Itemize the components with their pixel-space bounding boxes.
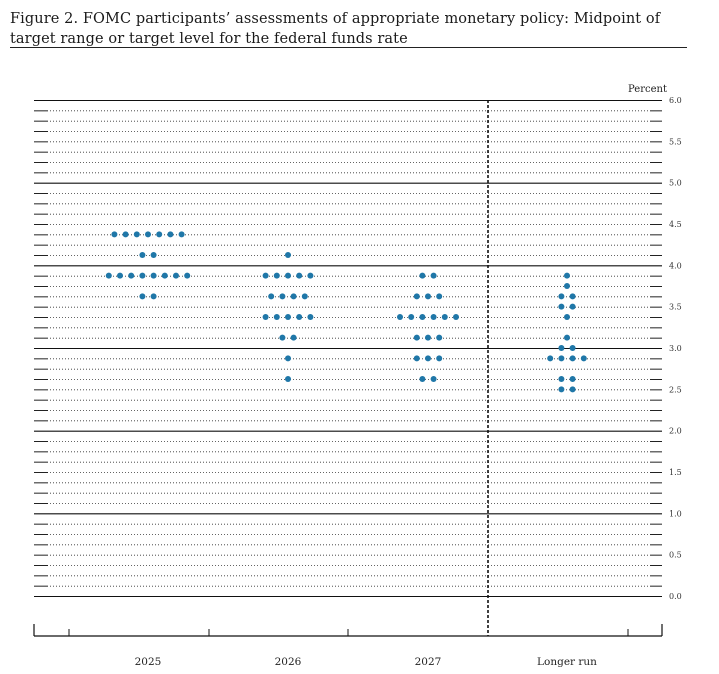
participant-dot: [262, 314, 269, 320]
participant-dot: [558, 376, 565, 382]
participant-dot: [139, 252, 146, 258]
participant-dot: [436, 293, 443, 300]
grid-layer: [34, 99, 662, 598]
y-tick-label: 0.5: [669, 551, 682, 560]
participant-dot: [290, 334, 297, 341]
y-tick-label: 3.5: [669, 303, 682, 312]
participant-dot: [430, 376, 437, 382]
participant-dot: [262, 272, 269, 279]
y-axis-unit-label: Percent: [628, 84, 667, 95]
y-tick-label: 0.0: [669, 592, 682, 601]
participant-dot: [453, 314, 459, 320]
participant-dot: [413, 334, 420, 341]
participant-dot: [425, 293, 431, 300]
participant-dot: [139, 272, 146, 279]
participant-dot: [569, 376, 576, 382]
participant-dot: [285, 272, 291, 279]
x-category-label: 2025: [135, 656, 162, 668]
participant-dot: [273, 314, 280, 320]
y-tick-label: 3.0: [669, 344, 682, 353]
y-tick-label: 4.0: [669, 261, 682, 270]
participant-dot: [268, 293, 275, 300]
participant-dot: [150, 252, 157, 258]
participant-dot: [408, 314, 415, 320]
participant-dot: [150, 293, 157, 300]
participant-dot: [558, 386, 565, 393]
participant-dot: [290, 293, 297, 300]
axis-layer: 0.0 0.5 1.0 1.5 2.0 2.5 3.0 3.5 4.0 4.5 5.0 5.5 6.0 2…: [33, 96, 682, 668]
participant-dot: [564, 272, 570, 279]
y-tick-label: 2.5: [669, 385, 682, 394]
participant-dot: [279, 293, 286, 300]
participant-dot: [558, 355, 565, 362]
participant-dot: [558, 293, 565, 300]
participant-dot: [569, 303, 576, 310]
dot-layer: [105, 231, 587, 393]
participant-dot: [419, 272, 426, 279]
participant-dot: [150, 272, 157, 279]
participant-dot: [145, 231, 151, 238]
participant-dot: [419, 314, 426, 320]
y-tick-label: 5.0: [669, 179, 682, 188]
participant-dot: [436, 334, 443, 341]
participant-dot: [558, 345, 565, 351]
participant-dot: [425, 355, 431, 362]
y-tick-label: 4.5: [669, 220, 682, 229]
participant-dot: [273, 272, 280, 279]
participant-dot: [569, 293, 576, 300]
participant-dot: [139, 293, 146, 300]
participant-dot: [580, 355, 587, 362]
participant-dot: [184, 272, 191, 279]
participant-dot: [569, 345, 576, 351]
caption-divider: [10, 47, 687, 48]
y-tick-label: 6.0: [669, 96, 682, 105]
y-tick-label: 1.5: [669, 468, 682, 477]
participant-dot: [128, 272, 135, 279]
participant-dot: [296, 272, 303, 279]
participant-dot: [441, 314, 448, 320]
participant-dot: [296, 314, 303, 320]
x-category-label: 2026: [275, 656, 302, 668]
participant-dot: [558, 303, 565, 310]
participant-dot: [178, 231, 185, 238]
participant-dot: [105, 272, 112, 279]
participant-dot: [436, 355, 443, 362]
participant-dot: [167, 231, 174, 238]
participant-dot: [569, 355, 576, 362]
participant-dot: [419, 376, 426, 382]
participant-dot: [111, 231, 118, 238]
participant-dot: [285, 314, 291, 320]
participant-dot: [413, 355, 420, 362]
participant-dot: [564, 314, 570, 320]
participant-dot: [569, 386, 576, 393]
participant-dot: [133, 231, 140, 238]
y-tick-label: 5.5: [669, 137, 682, 146]
participant-dot: [156, 231, 163, 238]
participant-dot: [161, 272, 168, 279]
participant-dot: [117, 272, 123, 279]
participant-dot: [564, 283, 570, 289]
participant-dot: [307, 272, 314, 279]
participant-dot: [425, 334, 431, 341]
participant-dot: [547, 355, 554, 362]
x-category-label: Longer run: [537, 656, 597, 668]
participant-dot: [430, 314, 437, 320]
participant-dot: [285, 355, 291, 362]
participant-dot: [430, 272, 437, 279]
participant-dot: [285, 252, 291, 258]
figure-caption: Figure 2. FOMC participants’ assessments…: [10, 11, 661, 47]
participant-dot: [173, 272, 179, 279]
participant-dot: [564, 334, 570, 341]
participant-dot: [397, 314, 403, 320]
x-category-label: 2027: [415, 656, 442, 668]
participant-dot: [285, 376, 291, 382]
y-tick-label: 1.0: [669, 509, 682, 518]
y-tick-label: 2.0: [669, 427, 682, 436]
participant-dot: [413, 293, 420, 300]
participant-dot: [279, 334, 286, 341]
participant-dot: [122, 231, 129, 238]
participant-dot: [307, 314, 314, 320]
participant-dot: [301, 293, 308, 300]
